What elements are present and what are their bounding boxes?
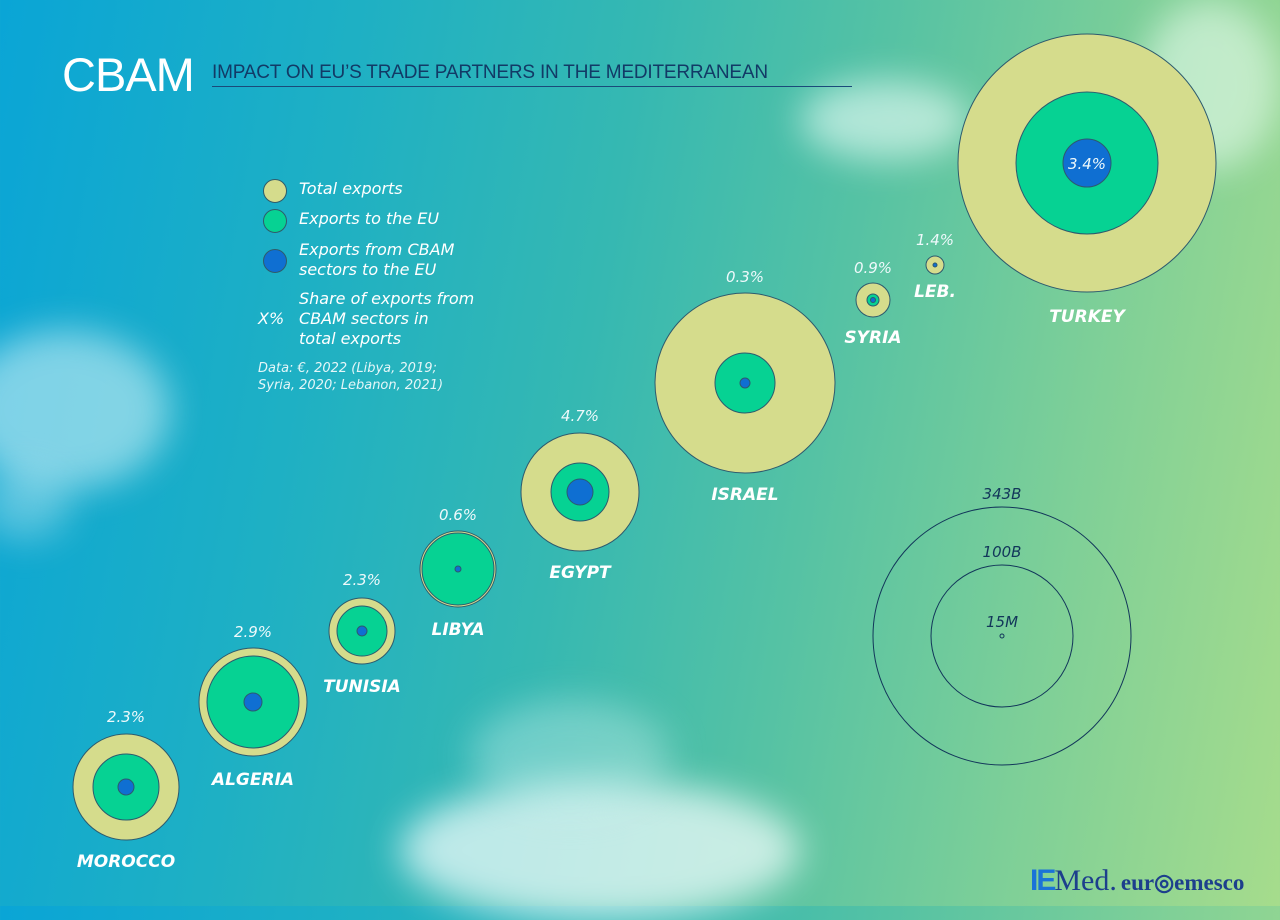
cbam-share-label: 0.3% [726,268,764,286]
cbam-share-label: 2.3% [107,708,145,726]
cbam-exports-swatch-icon [263,249,287,273]
title-underline [212,86,852,87]
cbam-exports-circle [454,565,462,573]
country-bubble-israel: 0.3% ISRAEL [654,268,836,505]
country-bubble-egypt: 4.7% EGYPT [520,407,640,583]
cbam-exports-circle [356,625,368,637]
scale-label: 100B [983,543,1022,561]
cbam-share-label: 4.7% [561,407,599,425]
country-bubble-tunisia: 2.3% TUNISIA [323,571,401,697]
scale-label: 343B [983,485,1022,503]
legend-item-share: X% Share of exports from CBAM sectors in… [258,289,474,349]
size-scale: 343B 100B 15M [872,485,1132,766]
cbam-share-label: 1.4% [916,231,954,249]
country-bubble-leb: 1.4% LEB. [914,231,956,302]
cbam-exports-circle [1062,138,1112,188]
country-label: MOROCCO [77,852,175,872]
cbam-share-label: 2.9% [234,623,272,641]
cbam-exports-circle [870,297,876,303]
cbam-share-label: 2.3% [343,571,381,589]
country-label: ALGERIA [210,770,294,790]
cbam-share-label: 0.9% [854,259,892,277]
country-label: TUNISIA [323,677,401,697]
scale-circle [872,506,1132,766]
legend-label: Share of exports from CBAM sectors in to… [299,289,475,348]
share-symbol: X% [258,309,285,328]
page-title: CBAM [62,48,195,101]
cbam-exports-circle [243,692,263,712]
country-bubble-syria: 0.9% SYRIA [844,259,901,348]
legend-item-exports-eu: Exports to the EU [258,209,439,233]
country-label: LIBYA [431,620,484,640]
legend-label: Total exports [299,179,403,198]
country-label: EGYPT [549,563,612,583]
cbam-exports-circle [117,778,135,796]
legend-label: Exports from CBAM sectors to the EU [299,240,455,279]
page-subtitle: IMPACT ON EU’S TRADE PARTNERS IN THE MED… [212,62,768,83]
legend-item-cbam-exports: Exports from CBAM sectors to the EU [258,240,454,280]
scale-label: 15M [986,613,1018,631]
legend-item-total-exports: Total exports [258,179,403,203]
footer-logos: IE Med. eur◎emesco [1030,864,1244,898]
country-bubble-turkey: 3.4% TURKEY [957,33,1217,327]
euromesco-logo: eur◎emesco [1120,870,1245,895]
exports-eu-swatch-icon [263,209,287,233]
cbam-share-label: 3.4% [1068,155,1106,173]
scale-circle [930,564,1074,708]
iemed-logo-med: Med. [1054,864,1117,897]
cbam-exports-circle [566,478,594,506]
data-source-note: Data: €, 2022 (Libya, 2019; Syria, 2020;… [258,361,444,393]
country-label: SYRIA [844,328,901,348]
country-bubble-algeria: 2.9% ALGERIA [198,623,308,790]
legend-label: Exports to the EU [299,209,440,228]
cbam-exports-circle [739,377,751,389]
cbam-exports-circle [932,262,938,268]
total-exports-swatch-icon [263,179,287,203]
cbam-share-label: 0.6% [439,506,477,524]
country-bubble-libya: 0.6% LIBYA [419,506,497,640]
country-label: LEB. [914,282,956,302]
scale-circle [999,633,1005,639]
iemed-logo-ie: IE [1030,864,1056,897]
country-bubble-morocco: 2.3% MOROCCO [72,708,180,872]
country-label: ISRAEL [711,485,778,505]
country-label: TURKEY [1049,307,1126,327]
